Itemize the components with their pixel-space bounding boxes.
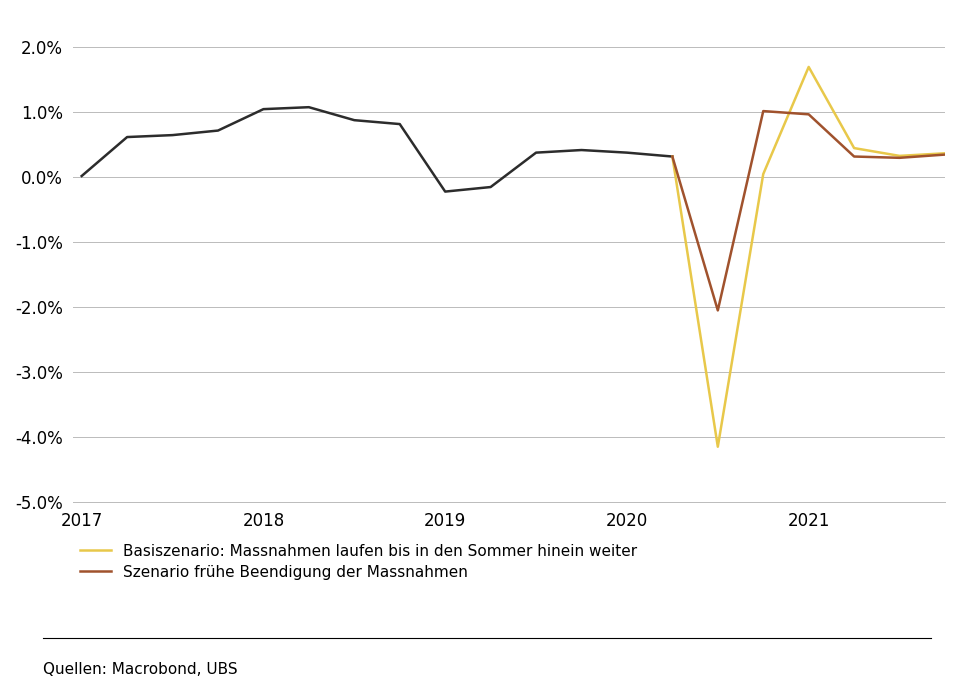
Basiszenario: Massnahmen laufen bis in den Sommer hinein weiter: (2.02e+03, 0.05): Massnahmen laufen bis in den Sommer hine… — [757, 170, 769, 178]
Szenario frühe Beendigung der Massnahmen — [939, 150, 950, 159]
Line: Szenario frühe Beendigung der Massnahmen: Szenario frühe Beendigung der Massnahmen — [672, 111, 945, 311]
Szenario frühe Beendigung der Massnahmen — [666, 153, 678, 161]
Szenario frühe Beendigung der Massnahmen — [849, 153, 860, 161]
Basiszenario: Massnahmen laufen bis in den Sommer hinein weiter: (2.02e+03, 0.32): Massnahmen laufen bis in den Sommer hine… — [666, 153, 678, 161]
Szenario frühe Beendigung der Massnahmen — [894, 154, 905, 162]
Basiszenario: Massnahmen laufen bis in den Sommer hinein weiter: (2.02e+03, 0.37): Massnahmen laufen bis in den Sommer hine… — [939, 149, 950, 157]
Line: Basiszenario: Massnahmen laufen bis in den Sommer hinein weiter: Basiszenario: Massnahmen laufen bis in d… — [672, 67, 945, 447]
Basiszenario: Massnahmen laufen bis in den Sommer hinein weiter: (2.02e+03, 0.45): Massnahmen laufen bis in den Sommer hine… — [849, 144, 860, 153]
Szenario frühe Beendigung der Massnahmen — [712, 306, 724, 315]
Basiszenario: Massnahmen laufen bis in den Sommer hinein weiter: (2.02e+03, 0.33): Massnahmen laufen bis in den Sommer hine… — [894, 152, 905, 160]
Basiszenario: Massnahmen laufen bis in den Sommer hinein weiter: (2.02e+03, -4.15): Massnahmen laufen bis in den Sommer hine… — [712, 442, 724, 451]
Text: Quellen: Macrobond, UBS: Quellen: Macrobond, UBS — [43, 662, 238, 677]
Szenario frühe Beendigung der Massnahmen — [803, 110, 814, 118]
Basiszenario: Massnahmen laufen bis in den Sommer hinein weiter: (2.02e+03, 1.7): Massnahmen laufen bis in den Sommer hine… — [803, 63, 814, 71]
Szenario frühe Beendigung der Massnahmen — [757, 107, 769, 115]
Legend: Basiszenario: Massnahmen laufen bis in den Sommer hinein weiter, Szenario frühe : Basiszenario: Massnahmen laufen bis in d… — [81, 543, 637, 580]
